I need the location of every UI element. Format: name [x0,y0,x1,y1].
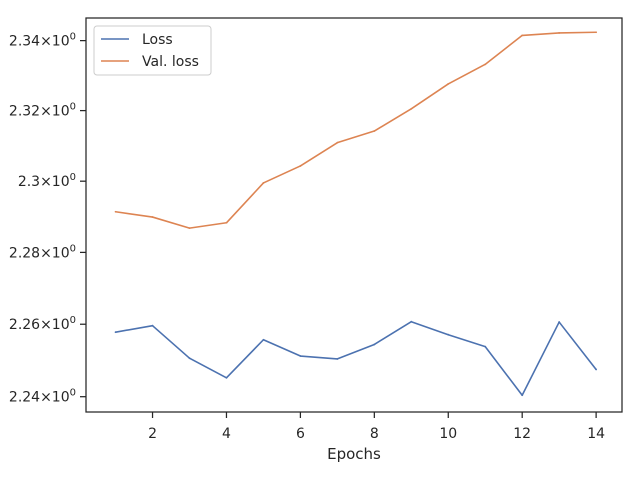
val-loss-point [558,32,561,34]
val-loss-point [521,34,524,37]
y-tick-label: 2.3×100 [18,172,76,190]
loss-point [262,338,265,341]
val-loss-point [373,130,376,132]
loss-point [188,357,191,360]
y-axis: 2.24×100 2.26×100 2.28×100 2.3×100 2.32×100 2… [9,32,86,406]
val-loss-point [410,107,413,110]
val-loss-series-line [115,31,597,229]
val-loss-point [188,227,191,230]
x-tick-label: 12 [513,426,531,442]
val-loss-point [595,31,598,34]
loss-point [447,333,450,336]
val-loss-point [299,165,302,167]
val-loss-point [225,221,228,224]
val-loss-point [262,182,265,184]
x-tick-label: 2 [148,426,157,442]
x-axis-label: Epochs [327,445,381,463]
loss-point [521,394,524,397]
val-loss-point [114,210,117,213]
y-tick-label: 2.24×100 [9,388,76,406]
legend: Loss Val. loss [93,25,212,76]
plot-frame [85,17,623,413]
loss-point [410,320,413,323]
loss-point [373,343,376,346]
x-tick-label: 10 [439,426,457,442]
legend-label: Val. loss [142,54,199,70]
y-tick-label: 2.26×100 [9,315,76,333]
loss-series-line [115,320,597,397]
series-layer [114,31,598,397]
val-loss-point [336,141,339,144]
y-tick-label: 2.28×100 [9,243,76,261]
x-tick-label: 6 [296,426,305,442]
loss-point [336,358,339,360]
loss-point [151,324,154,327]
val-loss-point [151,216,154,218]
loss-point [114,331,117,334]
x-tick-label: 14 [587,426,605,442]
loss-point [299,355,302,357]
y-tick-label: 2.32×100 [9,102,76,120]
loss-point [595,368,598,371]
val-loss-point [447,83,450,85]
loss-point [558,321,561,323]
legend-label: Loss [142,32,173,48]
loss-point [225,376,228,379]
x-tick-label: 4 [222,426,231,442]
x-axis: 2 4 6 8 10 12 14 [148,412,605,442]
val-loss-point [484,63,487,66]
x-tick-label: 8 [370,426,379,442]
y-tick-label: 2.34×100 [9,32,76,50]
loss-point [484,345,487,348]
